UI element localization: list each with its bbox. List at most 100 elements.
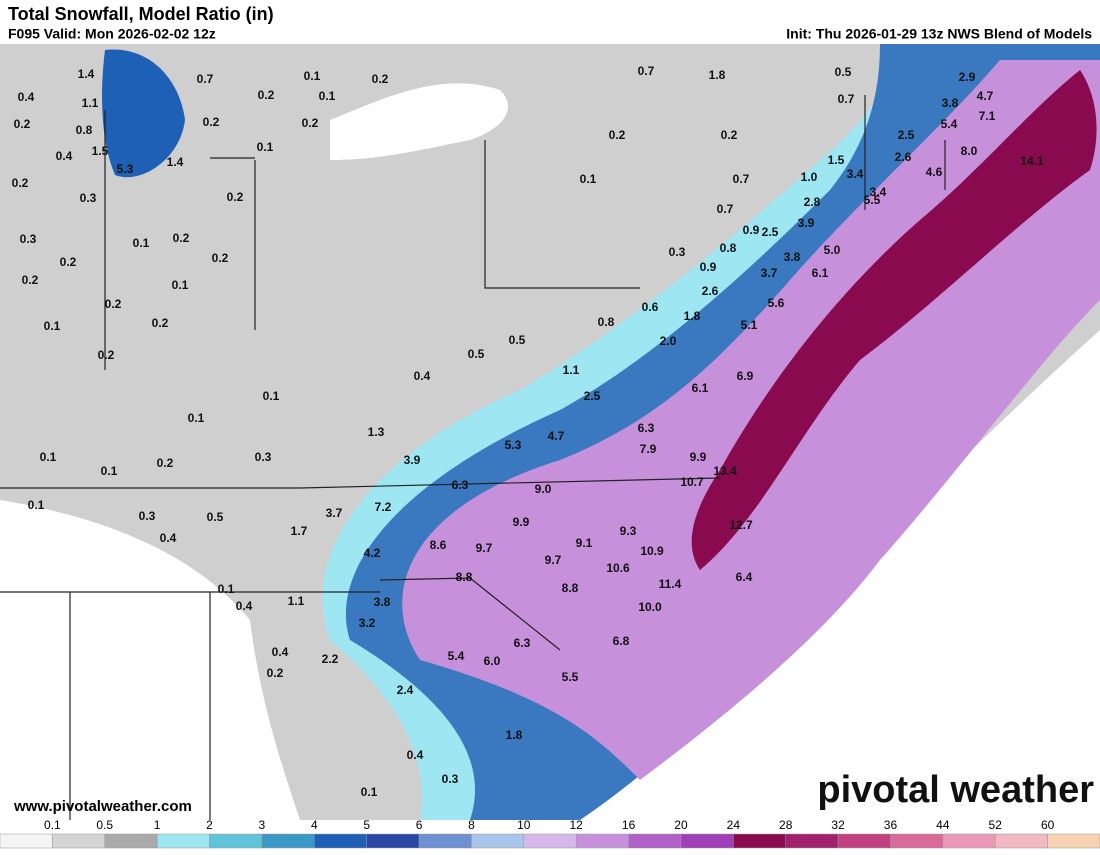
- point-label: 7.1: [979, 109, 996, 123]
- point-label: 0.2: [372, 72, 389, 86]
- point-label: 4.2: [364, 546, 381, 560]
- point-label: 0.1: [28, 498, 45, 512]
- point-label: 2.6: [895, 150, 912, 164]
- point-label: 1.8: [709, 68, 726, 82]
- point-label: 3.8: [942, 96, 959, 110]
- point-label: 0.2: [152, 316, 169, 330]
- map: 1.4 0.7 0.1 0.2 0.4 1.1 0.2 0.1 0.2 0.8 0.2 0.2 0.4 1…: [0, 44, 1100, 820]
- point-label: 0.2: [203, 115, 220, 129]
- init-time: Init: Thu 2026-01-29 13z NWS Blend of Mo…: [786, 26, 1092, 42]
- legend-label: 32: [831, 818, 845, 832]
- legend-label: 28: [779, 818, 793, 832]
- legend-swatch: [52, 833, 106, 849]
- point-label: 0.1: [101, 464, 118, 478]
- point-label: 0.8: [720, 241, 737, 255]
- point-label: 0.7: [717, 202, 734, 216]
- legend-swatch: [942, 833, 996, 849]
- point-label: 0.1: [263, 389, 280, 403]
- legend-label: 10: [517, 818, 531, 832]
- point-label: 0.1: [304, 69, 321, 83]
- legend-label: 16: [622, 818, 636, 832]
- point-label: 0.2: [609, 128, 626, 142]
- point-label: 10.0: [638, 600, 662, 614]
- legend-label: 60: [1041, 818, 1055, 832]
- logo: pivotal weather: [817, 769, 1094, 811]
- point-label: 0.4: [18, 90, 35, 104]
- point-label: 3.4: [870, 185, 887, 199]
- legend-swatch: [209, 833, 263, 849]
- point-label: 0.7: [638, 64, 655, 78]
- point-label: 6.3: [452, 478, 469, 492]
- point-label: 9.7: [476, 541, 493, 555]
- point-label: 11.4: [659, 577, 682, 591]
- point-label: 5.3: [117, 162, 134, 176]
- point-label: 4.6: [926, 165, 943, 179]
- lake: [330, 83, 509, 160]
- legend-label: 0.5: [96, 818, 113, 832]
- point-label: 0.7: [733, 172, 750, 186]
- point-label: 9.1: [576, 536, 593, 550]
- legend-swatch: [1047, 833, 1100, 849]
- point-label: 0.1: [172, 278, 189, 292]
- point-label: 1.5: [92, 144, 109, 158]
- point-label: 0.5: [468, 347, 485, 361]
- legend-swatch: [575, 833, 629, 849]
- point-label: 6.4: [736, 570, 753, 584]
- point-label: 0.3: [669, 245, 686, 259]
- legend-swatch: [418, 833, 472, 849]
- legend-swatch: [104, 833, 158, 849]
- point-label: 2.5: [584, 389, 601, 403]
- legend: 0.1 0.5 1 2 3 4 5 6 8 10 12 16 20 24 28 32 36 44 52 60: [0, 818, 1100, 849]
- legend-label: 52: [989, 818, 1003, 832]
- point-label: 0.1: [133, 236, 150, 250]
- point-label: 7.2: [375, 500, 392, 514]
- point-label: 5.6: [768, 296, 785, 310]
- point-label: 2.4: [397, 683, 414, 697]
- point-label: 5.5: [864, 193, 881, 207]
- point-label: 1.3: [368, 425, 385, 439]
- legend-swatch: [0, 833, 53, 849]
- point-label: 3.4: [847, 167, 864, 181]
- legend-swatch: [680, 833, 734, 849]
- legend-swatch: [366, 833, 420, 849]
- point-label: 0.1: [40, 450, 57, 464]
- point-label: 0.2: [12, 176, 29, 190]
- point-label: 0.4: [414, 369, 431, 383]
- point-label: 1.0: [801, 170, 818, 184]
- point-label: 6.1: [692, 381, 709, 395]
- point-label: 0.1: [319, 89, 336, 103]
- point-label: 6.9: [737, 369, 754, 383]
- point-label: 5.5: [562, 670, 579, 684]
- point-label: 1.7: [291, 524, 308, 538]
- legend-swatch: [733, 833, 786, 849]
- legend-swatch: [523, 833, 577, 849]
- legend-label: 5: [363, 818, 370, 832]
- point-label: 0.3: [255, 450, 272, 464]
- header-bg: [0, 0, 1100, 44]
- point-label: 0.3: [139, 509, 156, 523]
- point-label: 8.0: [961, 144, 978, 158]
- legend-swatch: [890, 833, 944, 849]
- website: www.pivotalweather.com: [13, 798, 192, 815]
- point-label: 13.4: [713, 464, 737, 478]
- point-label: 1.4: [78, 67, 95, 81]
- point-label: 8.8: [562, 581, 579, 595]
- point-label: 1.1: [563, 363, 580, 377]
- point-label: 0.4: [236, 599, 253, 613]
- point-label: 5.4: [448, 649, 465, 663]
- legend-label: 12: [570, 818, 584, 832]
- point-label: 3.9: [798, 216, 815, 230]
- legend-label: 0.1: [44, 818, 61, 832]
- lake-effect-band: [102, 49, 185, 178]
- point-labels: 1.4 0.7 0.1 0.2 0.4 1.1 0.2 0.1 0.2 0.8 0.2 0.2 0.4 1…: [12, 64, 1044, 799]
- point-label: 3.7: [326, 506, 343, 520]
- point-label: 0.4: [272, 645, 289, 659]
- legend-swatch: [628, 833, 682, 849]
- point-label: 1.1: [82, 96, 99, 110]
- point-label: 0.1: [188, 411, 205, 425]
- point-label: 1.5: [828, 153, 845, 167]
- legend-swatch: [837, 833, 891, 849]
- point-label: 0.5: [835, 65, 852, 79]
- point-label: 0.3: [80, 191, 97, 205]
